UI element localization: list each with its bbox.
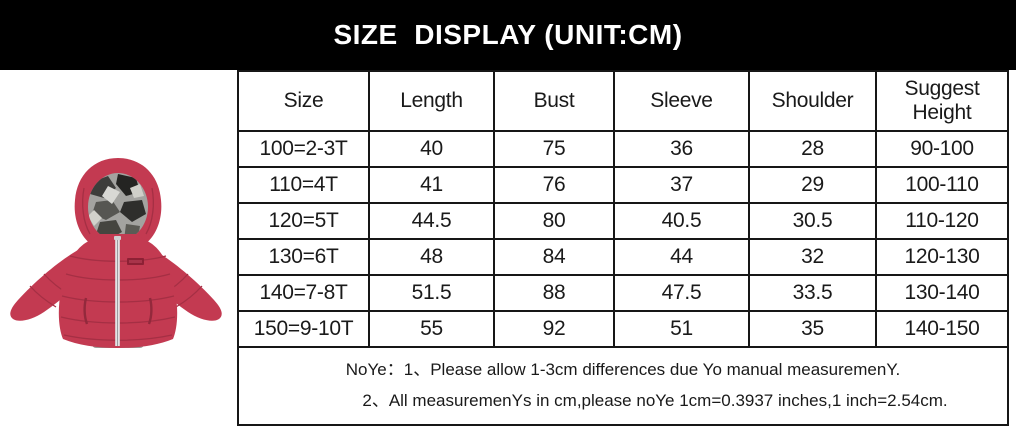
- cell-length: 55: [368, 310, 495, 348]
- cell-suggest-height: 90-100: [875, 130, 1009, 168]
- cell-bust: 75: [493, 130, 615, 168]
- column-header-bust: Bust: [493, 70, 615, 132]
- cell-bust: 88: [493, 274, 615, 312]
- cell-suggest-height: 100-110: [875, 166, 1009, 204]
- cell-sleeve: 51: [613, 310, 750, 348]
- cell-size: 140=7-8T: [237, 274, 370, 312]
- product-photo: [0, 152, 232, 350]
- column-header-sleeve: Sleeve: [613, 70, 750, 132]
- column-header-size: Size: [237, 70, 370, 132]
- cell-shoulder: 33.5: [748, 274, 877, 312]
- cell-suggest-height: 110-120: [875, 202, 1009, 240]
- size-display-banner: SIZE DISPLAY (UNIT:CM): [0, 0, 1016, 70]
- cell-shoulder: 28: [748, 130, 877, 168]
- cell-size: 110=4T: [237, 166, 370, 204]
- cell-suggest-height: 130-140: [875, 274, 1009, 312]
- table-row: 150=9-10T 55 92 51 35 140-150: [237, 310, 1009, 348]
- cell-shoulder: 30.5: [748, 202, 877, 240]
- cell-bust: 76: [493, 166, 615, 204]
- cell-sleeve: 44: [613, 238, 750, 276]
- cell-length: 51.5: [368, 274, 495, 312]
- jacket-image: [10, 158, 222, 348]
- cell-size: 100=2-3T: [237, 130, 370, 168]
- size-chart-table: Size Length Bust Sleeve Shoulder Suggest…: [237, 70, 1009, 426]
- cell-suggest-height: 140-150: [875, 310, 1009, 348]
- table-header-row: Size Length Bust Sleeve Shoulder Suggest…: [237, 70, 1009, 132]
- table-row: 120=5T 44.5 80 40.5 30.5 110-120: [237, 202, 1009, 240]
- cell-suggest-height: 120-130: [875, 238, 1009, 276]
- table-row: 110=4T 41 76 37 29 100-110: [237, 166, 1009, 204]
- cell-size: 120=5T: [237, 202, 370, 240]
- cell-sleeve: 36: [613, 130, 750, 168]
- cell-bust: 92: [493, 310, 615, 348]
- notes-row: NoYe：1、Please allow 1-3cm differences du…: [237, 346, 1009, 426]
- notes-cell: NoYe：1、Please allow 1-3cm differences du…: [237, 346, 1009, 426]
- table-row: 130=6T 48 84 44 32 120-130: [237, 238, 1009, 276]
- cell-length: 40: [368, 130, 495, 168]
- cell-shoulder: 29: [748, 166, 877, 204]
- cell-size: 130=6T: [237, 238, 370, 276]
- banner-title: SIZE DISPLAY (UNIT:CM): [333, 19, 683, 50]
- column-header-suggest-height: Suggest Height: [875, 70, 1009, 132]
- cell-sleeve: 37: [613, 166, 750, 204]
- column-header-shoulder: Shoulder: [748, 70, 877, 132]
- table-row: 140=7-8T 51.5 88 47.5 33.5 130-140: [237, 274, 1009, 312]
- cell-size: 150=9-10T: [237, 310, 370, 348]
- note-line-1: NoYe：1、Please allow 1-3cm differences du…: [345, 360, 901, 380]
- cell-length: 48: [368, 238, 495, 276]
- cell-shoulder: 35: [748, 310, 877, 348]
- cell-bust: 80: [493, 202, 615, 240]
- cell-bust: 84: [493, 238, 615, 276]
- cell-shoulder: 32: [748, 238, 877, 276]
- cell-length: 41: [368, 166, 495, 204]
- note-line-2: 2、All measuremenYs in cm,please noYe 1cm…: [362, 391, 948, 410]
- column-header-length: Length: [368, 70, 495, 132]
- cell-sleeve: 40.5: [613, 202, 750, 240]
- cell-length: 44.5: [368, 202, 495, 240]
- cell-sleeve: 47.5: [613, 274, 750, 312]
- table-row: 100=2-3T 40 75 36 28 90-100: [237, 130, 1009, 168]
